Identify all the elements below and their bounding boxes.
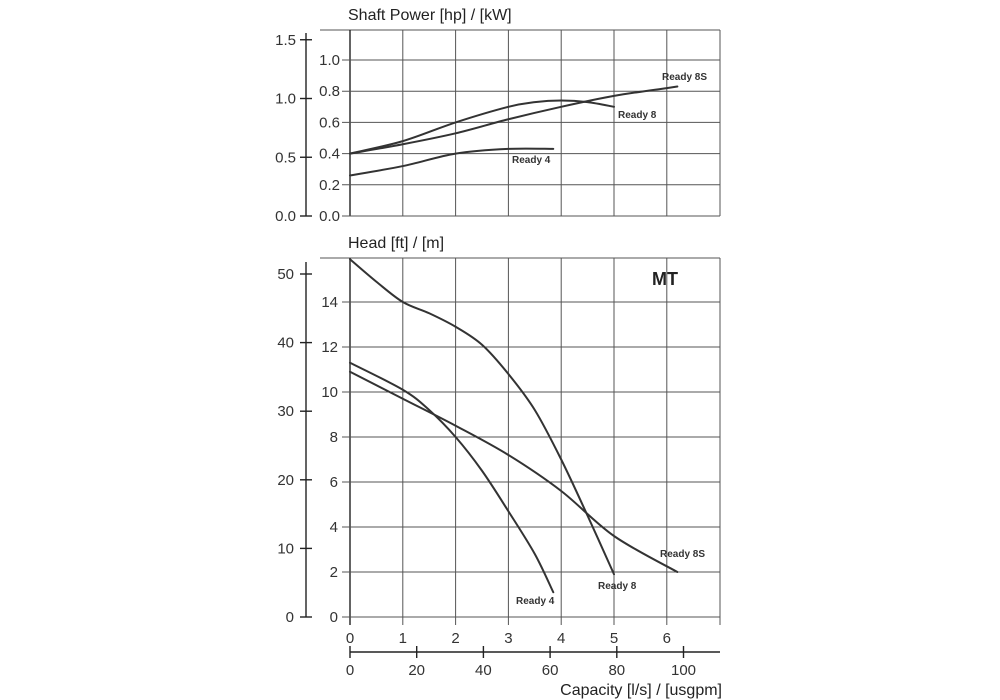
power-curve-label-ready-8: Ready 8 [618, 110, 657, 121]
head-ft-tick-label: 30 [277, 403, 294, 420]
head-curve-ready-4 [349, 361, 555, 594]
power-grid [300, 29, 721, 217]
head-ft-tick-label: 20 [277, 472, 294, 489]
head-curve-label-ready-4: Ready 4 [516, 596, 555, 607]
x-ls-tick-label: 1 [399, 630, 407, 647]
tick-labels: 0.00.20.40.60.81.00.00.51.01.50246810121… [275, 32, 696, 679]
x-usgpm-tick-label: 0 [346, 662, 354, 679]
curves [349, 85, 679, 594]
x-ls-tick-label: 0 [346, 630, 354, 647]
power-curve-ready-8s [349, 85, 679, 155]
head-m-tick-label: 14 [321, 294, 338, 311]
head-ft-tick-label: 0 [286, 609, 294, 626]
head-ft-tick-label: 50 [277, 266, 294, 283]
power-curve-label-ready-4: Ready 4 [512, 155, 551, 166]
head-ft-tick-label: 10 [277, 540, 294, 557]
head-m-tick-label: 6 [330, 474, 338, 491]
power-kw-tick-label: 0.2 [319, 177, 340, 194]
x-ls-tick-label: 4 [557, 630, 565, 647]
power-hp-tick-label: 1.0 [275, 91, 296, 108]
x-ls-tick-label: 6 [663, 630, 671, 647]
power-curve-label-ready-8s: Ready 8S [662, 72, 707, 83]
head-curve-ready-8 [349, 258, 615, 576]
x-usgpm-tick-label: 60 [542, 662, 559, 679]
x-ls-tick-label: 3 [504, 630, 512, 647]
head-m-tick-label: 0 [330, 609, 338, 626]
power-hp-tick-label: 0.5 [275, 149, 296, 166]
curve-labels: Ready 8S Ready 8 Ready 4 Ready 8 Ready 8S Rea… [512, 72, 707, 607]
head-m-tick-label: 2 [330, 564, 338, 581]
power-curve-ready-4 [349, 147, 555, 177]
x-usgpm-tick-label: 100 [671, 662, 696, 679]
head-curve-label-ready-8: Ready 8 [598, 581, 637, 592]
power-curve-ready-8 [349, 99, 615, 155]
x-ls-tick-label: 2 [451, 630, 459, 647]
model-badge: MT [652, 269, 678, 289]
x-usgpm-tick-label: 40 [475, 662, 492, 679]
head-m-tick-label: 4 [330, 519, 338, 536]
head-curve-ready-8s [349, 370, 679, 573]
power-hp-tick-label: 1.5 [275, 32, 296, 49]
x-usgpm-tick-label: 20 [408, 662, 425, 679]
power-kw-tick-label: 0.6 [319, 114, 340, 131]
head-ft-tick-label: 40 [277, 335, 294, 352]
x-ls-tick-label: 5 [610, 630, 618, 647]
head-grid [300, 257, 721, 658]
power-kw-tick-label: 0.4 [319, 146, 340, 163]
power-kw-tick-label: 0.0 [319, 208, 340, 225]
head-m-tick-label: 10 [321, 384, 338, 401]
power-kw-tick-label: 0.8 [319, 83, 340, 100]
x-axis-title: Capacity [l/s] / [usgpm] [560, 682, 722, 699]
power-kw-tick-label: 1.0 [319, 52, 340, 69]
head-m-tick-label: 12 [321, 339, 338, 356]
head-m-tick-label: 8 [330, 429, 338, 446]
head-curve-label-ready-8s: Ready 8S [660, 549, 705, 560]
head-chart-title: Head [ft] / [m] [348, 235, 444, 252]
x-usgpm-tick-label: 80 [608, 662, 625, 679]
power-hp-tick-label: 0.0 [275, 208, 296, 225]
power-chart-title: Shaft Power [hp] / [kW] [348, 7, 512, 24]
